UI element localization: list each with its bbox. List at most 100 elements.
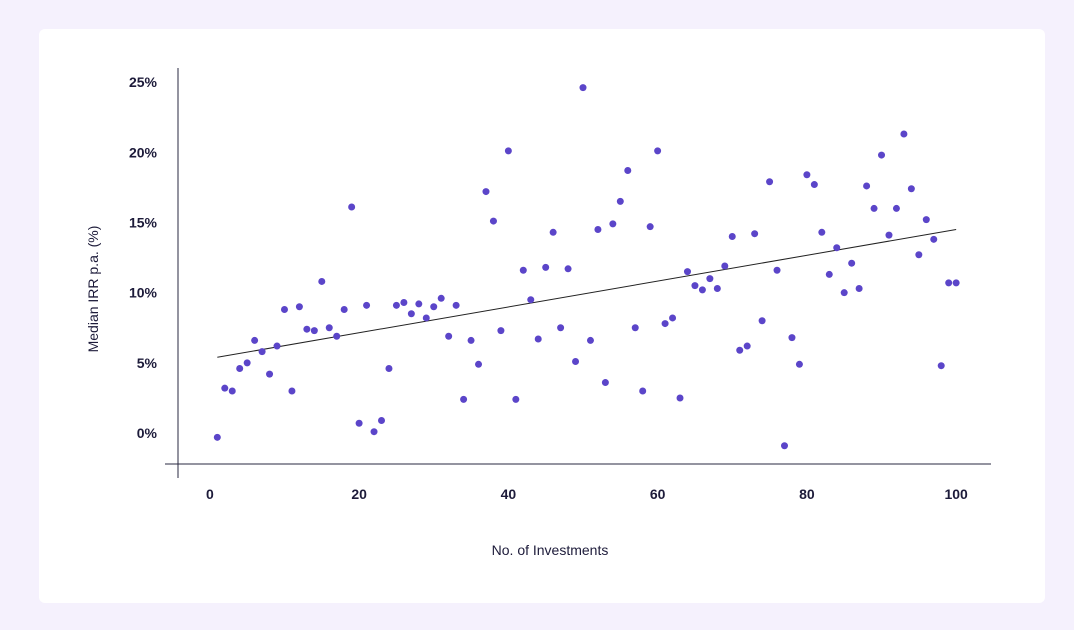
x-tick-label: 40 [501,486,517,502]
data-point [579,84,587,92]
data-point [870,204,878,212]
data-point [557,324,565,332]
data-point [370,428,378,436]
data-point [713,284,721,292]
data-point [333,332,341,340]
data-point [594,225,602,233]
data-point [213,433,221,441]
data-point [952,279,960,287]
data-point [534,335,542,343]
data-point [676,394,684,402]
data-point [355,419,363,427]
data-point [415,300,423,308]
x-tick-label: 0 [206,486,214,502]
data-point [878,151,886,159]
data-point [280,306,288,314]
data-point [221,384,229,392]
data-point [945,279,953,287]
data-point [273,342,281,350]
data-point [340,306,348,314]
data-point [616,197,624,205]
data-point [728,233,736,241]
data-point [497,327,505,335]
data-point [445,332,453,340]
data-point [848,259,856,267]
data-point [743,342,751,350]
data-point [803,171,811,179]
data-point [318,277,326,285]
data-point [243,359,251,367]
data-point [504,147,512,155]
data-point [825,270,833,278]
x-tick-label: 80 [799,486,815,502]
data-point [624,167,632,175]
data-point [452,301,460,309]
data-point [609,220,617,228]
data-point [751,230,759,238]
data-point [266,370,274,378]
data-point [646,223,654,231]
y-tick-label: 5% [137,355,158,371]
data-point [475,360,483,368]
data-point [900,130,908,138]
data-point [922,216,930,224]
data-point [669,314,677,322]
chart-card [39,29,1045,603]
data-point [915,251,923,259]
data-point [482,188,490,196]
data-point [766,178,774,186]
data-point [378,416,385,424]
data-point [549,228,557,236]
y-tick-label: 15% [129,214,158,230]
data-point [892,204,900,212]
data-point [460,395,468,403]
data-point [721,262,729,270]
data-point [422,314,430,322]
y-axis-title: Median IRR p.a. (%) [85,226,101,353]
data-point [863,182,871,190]
data-point [467,336,475,344]
data-point [228,387,236,395]
data-point [654,147,662,155]
data-point [348,203,356,211]
data-point [683,268,691,276]
data-point [586,336,594,344]
data-point [392,301,400,309]
data-point [601,379,609,387]
y-tick-label: 10% [129,285,158,301]
data-point [773,266,781,274]
data-point [758,317,766,325]
data-point [885,231,893,239]
data-point [631,324,639,332]
data-point [706,275,714,283]
data-point [788,334,796,342]
data-point [430,303,438,311]
data-point [736,346,744,354]
x-tick-label: 20 [351,486,367,502]
data-point [310,327,318,335]
data-point [781,442,788,450]
y-tick-label: 20% [129,144,158,160]
x-tick-label: 100 [944,486,968,502]
data-point [385,365,393,373]
data-point [542,263,550,271]
data-point [691,282,699,290]
data-point [251,336,259,344]
data-point [818,228,826,236]
x-tick-label: 60 [650,486,666,502]
data-point [527,296,535,304]
data-point [907,185,915,193]
data-point [855,284,863,292]
data-point [930,235,938,243]
data-point [363,301,371,309]
data-point [489,217,497,225]
data-point [698,286,706,294]
trendline [217,228,957,358]
data-point [572,357,580,365]
x-axis-title: No. of Investments [492,542,609,558]
data-point [400,299,408,307]
data-point [258,348,266,356]
y-tick-label: 0% [137,425,158,441]
data-point [795,360,803,368]
